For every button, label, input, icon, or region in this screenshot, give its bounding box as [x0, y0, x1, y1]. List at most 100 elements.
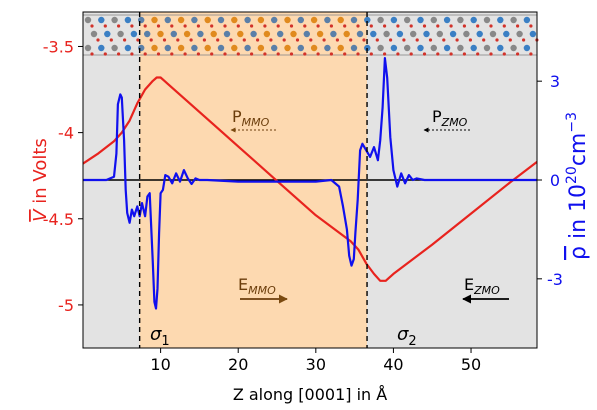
crystal-oxygen-atom [202, 38, 206, 42]
crystal-oxygen-atom [289, 52, 294, 56]
crystal-atom [343, 30, 350, 38]
crystal-atom [510, 44, 517, 52]
crystal-oxygen-atom [256, 38, 260, 42]
crystal-atom [104, 30, 111, 38]
crystal-oxygen-atom [522, 38, 526, 42]
crystal-oxygen-atom [383, 52, 387, 56]
crystal-oxygen-atom [103, 24, 107, 28]
crystal-atom [476, 30, 483, 38]
crystal-oxygen-atom [90, 24, 94, 28]
crystal-atom [436, 30, 443, 38]
crystal-oxygen-atom [282, 38, 286, 42]
y-right-tick-label: 3 [550, 72, 560, 91]
crystal-oxygen-atom [375, 38, 379, 42]
x-tick-label: 10 [150, 355, 170, 374]
crystal-oxygen-atom [130, 52, 134, 56]
crystal-atom [337, 44, 344, 52]
y-left-tick-label: -3.5 [43, 37, 74, 56]
crystal-oxygen-atom [183, 24, 187, 28]
crystal-atom [130, 30, 138, 38]
crystal-atom [350, 16, 358, 24]
crystal-oxygen-atom [196, 24, 200, 28]
crystal-oxygen-atom [329, 24, 333, 28]
crystal-oxygen-atom [422, 24, 427, 28]
crystal-oxygen-atom [449, 52, 453, 56]
crystal-oxygen-atom [223, 24, 227, 28]
crystal-atom [449, 30, 457, 38]
crystal-oxygen-atom [415, 38, 419, 42]
crystal-atom [523, 44, 531, 52]
p-zmo-label: PZMO [432, 107, 468, 129]
crystal-oxygen-atom [103, 52, 107, 56]
crystal-oxygen-atom [316, 52, 320, 56]
y-right-axis-ticks: 3 0 -3 [537, 72, 563, 289]
crystal-oxygen-atom [396, 52, 400, 56]
crystal-oxygen-atom [495, 38, 499, 42]
sigma1-label: σ1 [150, 324, 170, 349]
crystal-atom [483, 16, 491, 24]
crystal-oxygen-atom [402, 38, 406, 42]
crystal-oxygen-atom [183, 52, 187, 56]
crystal-atom [390, 16, 398, 24]
crystal-oxygen-atom [389, 38, 393, 42]
crystal-atom [191, 44, 198, 52]
crystal-atom [164, 44, 171, 52]
crystal-atom [217, 16, 225, 24]
crystal-atom [430, 16, 437, 24]
y-left-tick-label: -4.5 [43, 210, 74, 229]
crystal-atom [237, 30, 244, 38]
crystal-oxygen-atom [143, 24, 147, 28]
crystal-oxygen-atom [109, 38, 113, 42]
x-tick-label: 40 [383, 355, 403, 374]
crystal-atom [390, 44, 398, 52]
crystal-atom [244, 16, 251, 24]
crystal-atom [98, 16, 105, 24]
crystal-oxygen-atom [250, 52, 254, 56]
crystal-atom [297, 16, 304, 24]
crystal-atom [231, 44, 238, 52]
crystal-atom [489, 30, 497, 38]
crystal-atom [117, 30, 124, 38]
crystal-atom [470, 44, 477, 52]
crystal-atom [263, 30, 271, 38]
crystal-atom [124, 44, 132, 52]
crystal-atom [324, 44, 331, 52]
crystal-atom [231, 16, 238, 24]
crystal-atom [463, 30, 470, 38]
crystal-oxygen-atom [489, 52, 493, 56]
y-right-tick-label: -3 [547, 270, 563, 289]
crystal-atom [443, 16, 451, 24]
crystal-oxygen-atom [516, 52, 520, 56]
crystal-atom [277, 30, 284, 38]
crystal-oxygen-atom [356, 24, 360, 28]
crystal-oxygen-atom [143, 52, 147, 56]
crystal-atom [303, 30, 310, 38]
crystal-atom [223, 30, 231, 38]
crystal-atom [316, 30, 324, 38]
y-left-tick-label: -4 [58, 124, 74, 143]
crystal-oxygen-atom [136, 38, 140, 42]
crystal-atom [404, 16, 411, 24]
density-series-line [83, 56, 537, 310]
crystal-atom [377, 44, 384, 52]
crystal-atom [257, 44, 265, 52]
crystal-oxygen-atom [295, 38, 300, 42]
crystal-oxygen-atom [156, 52, 161, 56]
crystal-oxygen-atom [117, 24, 121, 28]
crystal-atom [516, 30, 523, 38]
x-tick-label: 50 [461, 355, 481, 374]
crystal-atom [330, 30, 337, 38]
crystal-oxygen-atom [489, 24, 493, 28]
e-zmo-label: EZMO [464, 275, 500, 297]
crystal-atom [310, 16, 318, 24]
crystal-oxygen-atom [369, 24, 373, 28]
crystal-oxygen-atom [436, 52, 440, 56]
crystal-oxygen-atom [476, 52, 480, 56]
crystal-atom [510, 16, 517, 24]
crystal-oxygen-atom [442, 38, 446, 42]
crystal-oxygen-atom [276, 52, 280, 56]
crystal-oxygen-atom [322, 38, 326, 42]
crystal-oxygen-atom [369, 52, 373, 56]
crystal-oxygen-atom [170, 52, 174, 56]
crystal-atom [151, 44, 158, 52]
